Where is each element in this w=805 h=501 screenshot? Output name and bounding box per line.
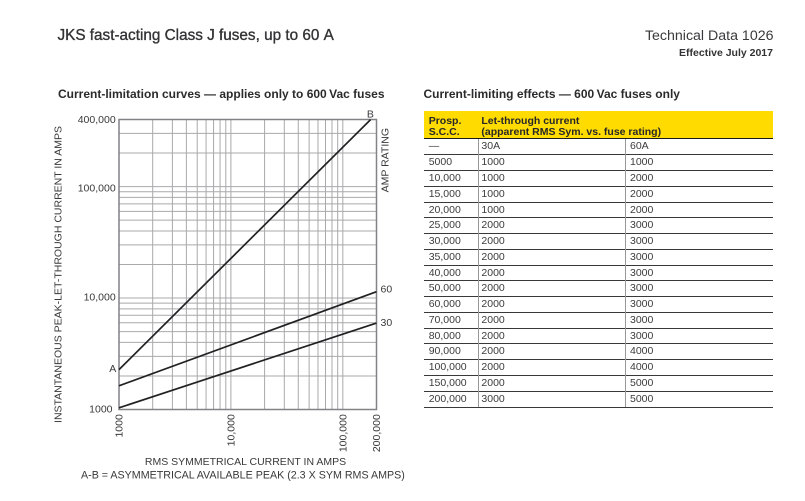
svg-text:AMP RATING: AMP RATING [380,128,392,192]
svg-text:400,000: 400,000 [78,114,116,126]
svg-text:10,000: 10,000 [84,291,116,303]
svg-text:10,000: 10,000 [226,414,238,446]
svg-text:60: 60 [381,283,393,295]
svg-text:100,000: 100,000 [338,414,350,452]
svg-text:1000: 1000 [89,403,113,415]
svg-text:B: B [367,108,374,120]
svg-text:A-B = ASYMMETRICAL AVAILABLE P: A-B = ASYMMETRICAL AVAILABLE PEAK (2.3 X… [81,470,405,482]
svg-text:A: A [109,363,116,375]
svg-text:200,000: 200,000 [371,414,383,452]
svg-text:1000: 1000 [114,414,126,438]
svg-text:30: 30 [381,317,393,329]
svg-text:RMS SYMMETRICAL CURRENT IN AMP: RMS SYMMETRICAL CURRENT IN AMPS [145,456,346,468]
svg-text:INSTANTANEOUS PEAK-LET-THROUGH: INSTANTANEOUS PEAK-LET-THROUGH CURRENT I… [53,126,65,423]
svg-text:100,000: 100,000 [78,182,116,194]
